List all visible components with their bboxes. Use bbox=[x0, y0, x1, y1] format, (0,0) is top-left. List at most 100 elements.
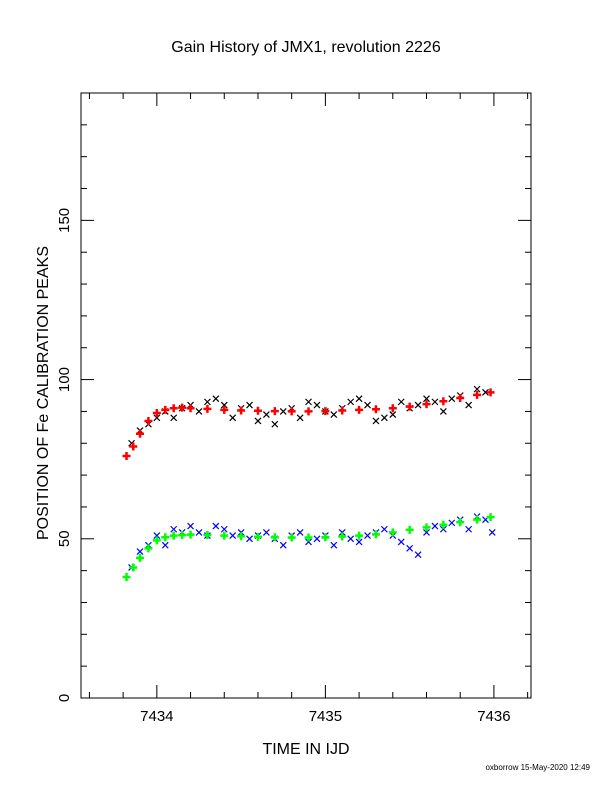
data-point bbox=[220, 405, 229, 414]
data-point bbox=[371, 405, 380, 414]
data-point bbox=[287, 533, 296, 542]
data-point bbox=[347, 398, 355, 406]
footer-credit: oxborrow 15-May-2020 12:49 bbox=[485, 763, 590, 772]
data-point bbox=[388, 528, 397, 537]
data-point bbox=[161, 405, 170, 414]
y-tick-label: 0 bbox=[56, 694, 73, 702]
data-point bbox=[187, 522, 194, 530]
data-point bbox=[305, 538, 312, 546]
x-tick-label: 7435 bbox=[309, 708, 342, 725]
data-point bbox=[220, 531, 229, 540]
data-point bbox=[486, 513, 495, 522]
data-point bbox=[422, 523, 431, 532]
data-point bbox=[122, 573, 131, 581]
data-point bbox=[220, 525, 228, 533]
data-point bbox=[488, 528, 496, 536]
data-point bbox=[355, 395, 363, 403]
data-point bbox=[136, 548, 144, 555]
data-point bbox=[122, 452, 131, 460]
data-point bbox=[246, 401, 253, 409]
data-point bbox=[388, 404, 397, 413]
data-point bbox=[423, 528, 430, 536]
data-point bbox=[279, 407, 287, 415]
data-point bbox=[253, 406, 262, 415]
data-point bbox=[482, 388, 489, 396]
data-point bbox=[355, 538, 363, 546]
axis-tick-labels: 7434 7435 7436 0 50 100 150 bbox=[56, 208, 511, 725]
data-point bbox=[129, 563, 138, 572]
data-point bbox=[271, 420, 279, 428]
data-point bbox=[186, 530, 195, 539]
data-point bbox=[397, 538, 405, 546]
data-point bbox=[212, 522, 220, 530]
data-point bbox=[279, 541, 287, 549]
data-point bbox=[414, 401, 422, 409]
data-point bbox=[355, 405, 364, 414]
data-point bbox=[304, 407, 313, 416]
data-points bbox=[122, 385, 496, 581]
data-point bbox=[144, 416, 153, 425]
data-point bbox=[229, 532, 237, 540]
data-point bbox=[305, 398, 312, 406]
data-point bbox=[153, 532, 161, 540]
data-point bbox=[195, 407, 203, 415]
x-tick-label: 7436 bbox=[477, 708, 510, 725]
data-point bbox=[287, 407, 296, 416]
data-point bbox=[380, 414, 388, 422]
data-point bbox=[135, 553, 144, 562]
data-point bbox=[170, 525, 178, 533]
data-point bbox=[338, 532, 347, 541]
data-point bbox=[304, 533, 313, 542]
data-point bbox=[414, 551, 422, 559]
data-point bbox=[330, 411, 338, 419]
data-point bbox=[380, 525, 388, 533]
axis-ticks bbox=[81, 92, 531, 699]
data-point bbox=[170, 414, 178, 422]
data-point bbox=[423, 395, 430, 403]
data-point bbox=[178, 530, 187, 539]
data-point bbox=[152, 409, 161, 418]
data-point bbox=[389, 411, 397, 419]
data-point bbox=[169, 531, 178, 540]
x-tick-label: 7434 bbox=[140, 708, 173, 725]
series-3 bbox=[122, 513, 495, 581]
data-point bbox=[486, 388, 495, 397]
data-point bbox=[203, 530, 212, 539]
chart-title: Gain History of JMX1, revolution 2226 bbox=[171, 39, 441, 56]
series-2 bbox=[128, 513, 496, 571]
data-point bbox=[406, 544, 414, 552]
data-point bbox=[220, 401, 228, 409]
data-point bbox=[422, 400, 431, 409]
data-point bbox=[439, 520, 448, 529]
data-point bbox=[456, 518, 465, 527]
data-point bbox=[153, 414, 161, 422]
series-0 bbox=[128, 385, 489, 447]
data-point bbox=[237, 532, 246, 541]
data-point bbox=[262, 411, 270, 419]
y-tick-label: 50 bbox=[56, 530, 73, 547]
data-point bbox=[262, 528, 270, 536]
data-point bbox=[347, 535, 355, 543]
plot-frame bbox=[80, 92, 532, 699]
series-1 bbox=[122, 388, 495, 460]
data-point bbox=[152, 536, 161, 545]
data-point bbox=[473, 385, 481, 393]
data-point bbox=[431, 522, 439, 530]
data-point bbox=[439, 397, 448, 406]
data-point bbox=[448, 519, 456, 527]
data-point bbox=[465, 401, 473, 409]
y-axis-label: POSITION OF Fe CALIBRATION PEAKS bbox=[35, 246, 52, 540]
data-point bbox=[169, 404, 178, 413]
data-point bbox=[405, 402, 414, 411]
data-point bbox=[270, 407, 279, 416]
data-point bbox=[431, 398, 439, 406]
data-point bbox=[296, 528, 304, 536]
data-point bbox=[203, 398, 211, 406]
data-point bbox=[338, 406, 347, 415]
data-point bbox=[405, 525, 414, 534]
data-point bbox=[161, 541, 169, 549]
data-point bbox=[364, 532, 371, 540]
data-point bbox=[144, 544, 153, 553]
data-point bbox=[456, 394, 465, 403]
